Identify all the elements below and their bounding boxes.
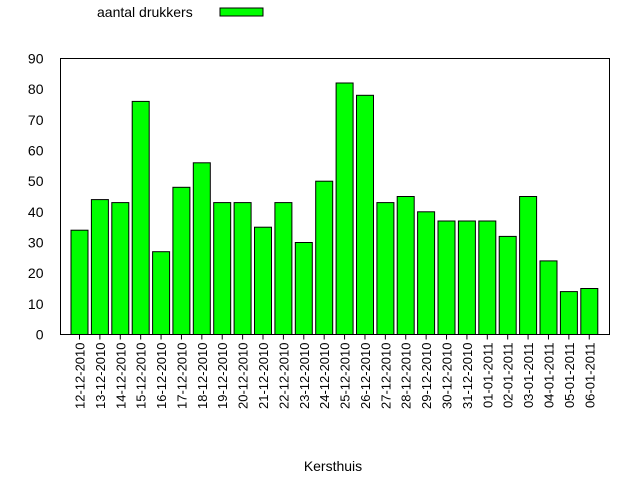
plot-frame bbox=[60, 58, 610, 335]
bar bbox=[274, 202, 293, 335]
x-tick-label: 13-12-2010 bbox=[93, 343, 108, 410]
bar bbox=[580, 288, 599, 335]
bar bbox=[192, 162, 211, 335]
bar bbox=[70, 229, 89, 335]
y-tick-label: 10 bbox=[28, 296, 44, 312]
y-tick-label: 30 bbox=[28, 235, 44, 251]
x-tick-label: 12-12-2010 bbox=[73, 343, 88, 410]
bar bbox=[254, 226, 272, 335]
x-tick-label: 24-12-2010 bbox=[317, 343, 332, 410]
x-tick-label: 18-12-2010 bbox=[195, 343, 210, 410]
bar bbox=[519, 196, 538, 335]
bar bbox=[437, 220, 456, 335]
bar bbox=[152, 251, 171, 335]
x-tick-label: 29-12-2010 bbox=[419, 343, 434, 410]
y-tick-label: 20 bbox=[28, 265, 44, 281]
x-tick-label: 28-12-2010 bbox=[399, 343, 414, 410]
x-tick-label: 16-12-2010 bbox=[154, 343, 169, 410]
x-tick-label: 06-01-2011 bbox=[582, 343, 597, 409]
y-tick-label: 70 bbox=[28, 112, 44, 128]
bar bbox=[457, 220, 476, 335]
x-tick-label: 19-12-2010 bbox=[215, 343, 230, 410]
bar bbox=[498, 235, 517, 335]
y-tick-label: 90 bbox=[28, 51, 44, 67]
legend-label: aantal drukkers bbox=[97, 4, 193, 20]
bar bbox=[111, 202, 130, 335]
y-tick-label: 40 bbox=[28, 204, 44, 220]
x-tick-label: 02-01-2011 bbox=[501, 343, 516, 409]
x-tick-label: 27-12-2010 bbox=[378, 343, 393, 410]
bar bbox=[478, 220, 497, 335]
x-tick-label: 23-12-2010 bbox=[297, 343, 312, 410]
x-tick-label: 21-12-2010 bbox=[256, 343, 271, 410]
bar bbox=[294, 242, 313, 335]
x-tick-label: 26-12-2010 bbox=[358, 343, 373, 410]
bar bbox=[396, 196, 415, 335]
bar bbox=[335, 82, 354, 335]
x-tick-label: 14-12-2010 bbox=[113, 343, 128, 410]
legend-swatch bbox=[219, 7, 264, 17]
x-tick-label: 20-12-2010 bbox=[236, 343, 251, 410]
bar bbox=[315, 180, 334, 335]
bar bbox=[376, 202, 395, 335]
y-tick-label: 80 bbox=[28, 81, 44, 97]
x-axis-label: Kersthuis bbox=[304, 458, 362, 474]
bar bbox=[131, 100, 150, 336]
x-tick-label: 30-12-2010 bbox=[440, 343, 455, 410]
bar bbox=[233, 202, 252, 335]
x-tick-label: 03-01-2011 bbox=[521, 343, 536, 409]
bar bbox=[559, 291, 578, 336]
x-tick-label: 22-12-2010 bbox=[276, 343, 291, 410]
bar bbox=[172, 186, 191, 335]
x-tick-label: 17-12-2010 bbox=[174, 343, 189, 410]
x-tick-label: 01-01-2011 bbox=[480, 343, 495, 409]
bar bbox=[90, 199, 109, 335]
x-tick-label: 25-12-2010 bbox=[338, 343, 353, 410]
legend: aantal drukkers bbox=[97, 4, 264, 20]
bar bbox=[356, 94, 374, 335]
y-tick-label: 50 bbox=[28, 173, 44, 189]
bar bbox=[539, 260, 558, 335]
x-tick-label: 04-01-2011 bbox=[541, 343, 556, 409]
y-tick-label: 0 bbox=[36, 327, 44, 343]
x-tick-label: 31-12-2010 bbox=[460, 343, 475, 410]
x-tick-label: 05-01-2011 bbox=[562, 343, 577, 409]
bar bbox=[417, 211, 436, 335]
y-tick-label: 60 bbox=[28, 143, 44, 159]
x-tick-label: 15-12-2010 bbox=[134, 343, 149, 410]
bar bbox=[213, 202, 232, 335]
